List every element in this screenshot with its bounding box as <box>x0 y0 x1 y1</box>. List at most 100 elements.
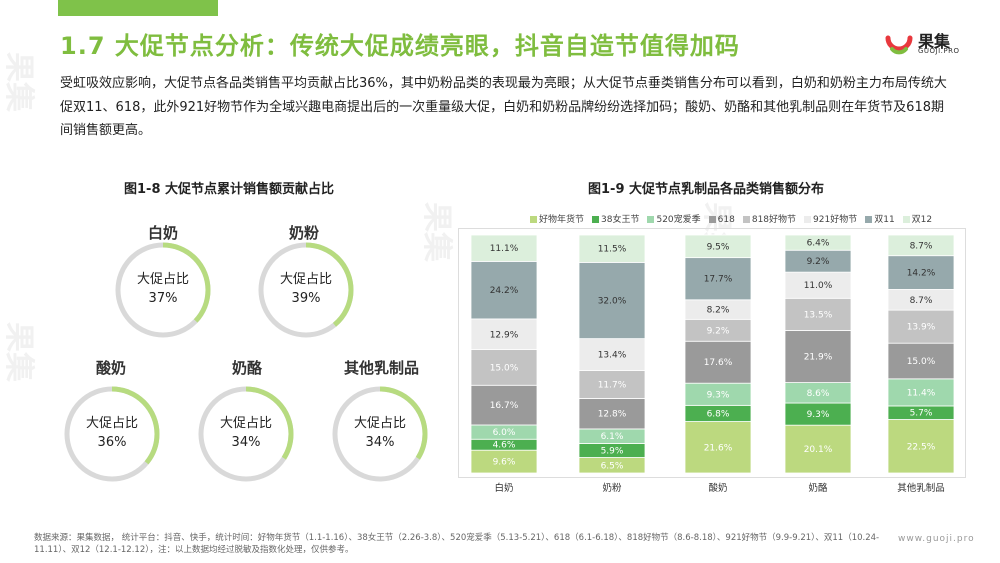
data-label: 17.6% <box>704 358 733 368</box>
data-label: 11.7% <box>598 380 627 390</box>
logo-icon <box>885 35 913 55</box>
donut-category-name: 白奶 <box>148 224 179 242</box>
donut-2: 大促占比 39% <box>256 240 356 340</box>
data-label: 8.6% <box>807 389 830 399</box>
donut-fill <box>64 386 160 482</box>
bar-segment <box>578 398 646 430</box>
bar-segment <box>684 257 752 301</box>
data-label: 5.9% <box>601 446 624 456</box>
data-label: 11.0% <box>804 281 833 291</box>
bar-segment <box>887 234 955 257</box>
logo-subtext: GUOJI.PRO <box>918 47 960 55</box>
donut-ring <box>198 386 294 482</box>
brand-logo: 果集 GUOJI.PRO <box>884 28 996 60</box>
data-label: 8.7% <box>910 296 933 306</box>
x-tick-label: 其他乳制品 <box>897 482 945 494</box>
bar-segment <box>784 271 852 299</box>
data-label: 13.9% <box>907 323 936 333</box>
data-label: 9.5% <box>707 242 730 252</box>
data-label: 6.4% <box>807 239 830 249</box>
legend-label: 38女王节 <box>601 215 640 225</box>
legend-label: 520宠爱季 <box>656 215 701 225</box>
data-label: 32.0% <box>598 297 627 307</box>
data-label: 11.4% <box>907 388 936 398</box>
legend-swatch <box>902 216 910 223</box>
donut-4: 大促占比 34% <box>196 384 296 484</box>
legend-label: 双11 <box>874 215 895 225</box>
site-url: www.guoji.pro <box>898 534 975 544</box>
donut-category-name: 奶粉 <box>289 224 320 242</box>
x-tick-label: 奶粉 <box>602 482 622 494</box>
data-label: 22.5% <box>907 442 936 452</box>
donut-category-name: 酸奶 <box>96 359 127 377</box>
donut-label-text: 大促占比 <box>219 416 272 431</box>
donut-value: 34% <box>365 435 395 450</box>
legend-swatch <box>530 216 537 223</box>
legend-item: 好物年货节 <box>530 212 584 225</box>
data-label: 13.4% <box>598 351 627 361</box>
data-label: 11.5% <box>598 245 627 255</box>
legend-item: 双11 <box>865 212 895 225</box>
data-label: 5.7% <box>910 409 933 419</box>
donut-label-text: 大促占比 <box>136 272 189 287</box>
bar-segment <box>470 260 538 320</box>
data-label: 8.7% <box>910 241 933 251</box>
donut-fill <box>115 242 211 338</box>
data-label: 13.5% <box>804 310 833 320</box>
bar-segment <box>470 318 538 351</box>
bar-segment <box>684 234 752 259</box>
legend-item: 921好物节 <box>804 212 857 225</box>
donut-1: 大促占比 37% <box>113 240 213 340</box>
footnote: 数据来源：果集数据， 统计平台：抖音、快手，统计时间：好物年货节（1.1-1.1… <box>34 533 880 555</box>
data-label: 24.2% <box>490 286 519 296</box>
legend-item: 双12 <box>902 212 933 225</box>
donut-3: 大促占比 36% <box>62 384 162 484</box>
data-label: 20.1% <box>804 445 833 455</box>
data-label: 12.8% <box>598 410 627 420</box>
data-label: 9.6% <box>493 458 516 468</box>
logo-text: 果集 <box>918 32 951 51</box>
donut-label: 大促占比 36% <box>62 414 162 452</box>
data-label: 9.3% <box>807 410 830 420</box>
bar-segment <box>784 234 852 251</box>
donut-value: 39% <box>291 291 321 306</box>
x-tick-label: 酸奶 <box>708 482 727 494</box>
intro-paragraph: 受虹吸效应影响，大促节点各品类销售平均贡献占比36%，其中奶粉品类的表现最为亮眼… <box>60 76 947 138</box>
legend-item: 818好物节 <box>742 212 796 225</box>
donut-ring <box>115 242 211 338</box>
donut-label-text: 大促占比 <box>279 272 332 287</box>
donut-label-text: 大促占比 <box>353 416 406 431</box>
legend-label: 好物年货节 <box>539 215 585 225</box>
data-label: 15.0% <box>907 357 936 367</box>
donut-ring <box>258 242 354 338</box>
data-label: 17.7% <box>704 275 733 285</box>
data-label: 6.0% <box>493 428 516 438</box>
data-label: 9.3% <box>707 390 730 400</box>
legend-label: 双12 <box>911 215 933 225</box>
data-label: 4.6% <box>493 441 516 451</box>
bar-segment <box>887 419 955 474</box>
legend-swatch <box>592 216 600 223</box>
donut-label: 大促占比 34% <box>330 414 430 452</box>
data-label: 14.2% <box>907 269 936 279</box>
donut-label: 大促占比 39% <box>256 270 356 308</box>
data-label: 21.6% <box>704 443 733 453</box>
legend-item: 618 <box>708 215 735 225</box>
chart-title: 图1-9 大促节点乳制品各品类销售额分布 <box>588 182 825 197</box>
donut-fill <box>198 386 294 482</box>
x-tick-label: 奶酪 <box>808 482 828 494</box>
donut-5: 大促占比 34% <box>330 384 430 484</box>
bar-segment <box>784 297 852 331</box>
data-label: 21.9% <box>804 352 833 362</box>
donut-label-text: 大促占比 <box>85 416 138 431</box>
legend-label: 618 <box>717 215 735 225</box>
legend-swatch <box>647 216 655 223</box>
bar-segment <box>578 234 646 263</box>
bar-segment <box>887 378 955 407</box>
data-label: 9.2% <box>807 257 830 267</box>
bar-segment <box>887 255 955 290</box>
legend-label: 921好物节 <box>813 215 858 225</box>
donut-label: 大促占比 37% <box>113 270 213 308</box>
data-label: 8.2% <box>707 306 730 316</box>
